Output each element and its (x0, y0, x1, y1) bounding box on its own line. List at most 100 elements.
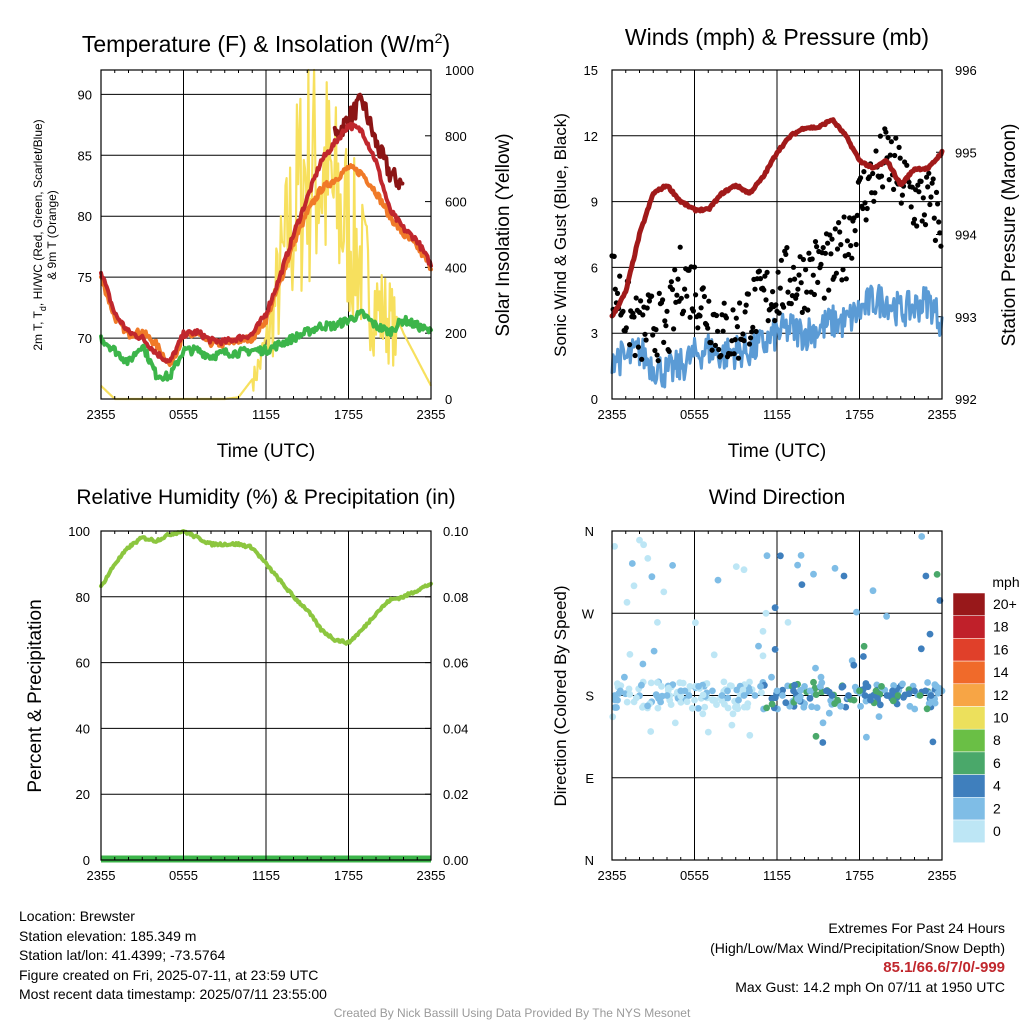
gust-point (906, 179, 912, 185)
y2-tick-label: 600 (445, 195, 467, 210)
x-tick-label: 2355 (598, 868, 627, 883)
direction-point (883, 692, 891, 699)
y-tick-label: 0 (83, 853, 90, 868)
direction-point (757, 683, 764, 690)
gust-point (765, 318, 771, 324)
credit-line: Created By Nick Bassill Using Data Provi… (333, 1006, 691, 1020)
direction-point (694, 705, 702, 712)
direction-point (691, 696, 698, 704)
gust-point (897, 155, 903, 161)
gust-point (804, 289, 810, 295)
gust-point (814, 244, 820, 250)
y-axis-label-group: Percent & Precipitation (25, 599, 46, 792)
info-elevation: Station elevation: 185.349 m (19, 927, 197, 944)
colorbar-swatch (952, 683, 986, 707)
colorbar-swatch (952, 751, 986, 775)
gust-point (649, 293, 655, 299)
direction-point (755, 642, 762, 650)
direction-point (728, 721, 736, 729)
direction-point (611, 543, 618, 550)
gust-point (788, 301, 794, 307)
gust-point (770, 289, 776, 295)
panel-1: 70 75 80 85 90 0 200 400 600 800 1000 2355 0555 1155 1… (31, 30, 514, 462)
gust-point (750, 324, 756, 330)
direction-point (861, 692, 869, 699)
gust-point (723, 315, 730, 321)
gust-point (611, 253, 617, 259)
gust-point (885, 135, 891, 141)
title-superscript: 2 (435, 30, 443, 46)
colorbar-label: 4 (993, 778, 1001, 794)
direction-point (860, 642, 868, 650)
colorbar-label: 10 (993, 710, 1009, 726)
gust-point (733, 315, 739, 321)
x-tick-label: 0555 (680, 868, 709, 883)
y-axis-label-line2: & 9m T (Orange) (45, 190, 59, 280)
y-axis-label: Direction (Colored By Speed) (551, 585, 570, 806)
gust-point (798, 280, 804, 286)
extremes-subheading: (High/Low/Max Wind/Precipitation/Snow De… (710, 939, 1005, 956)
series-temp-2m (99, 121, 433, 364)
info-latlon: Station lat/lon: 41.4399; -73.5764 (19, 947, 226, 963)
direction-point (790, 687, 797, 695)
direction-point (704, 728, 712, 736)
direction-point (640, 541, 647, 549)
gust-point (687, 314, 693, 320)
gust-point (849, 255, 855, 261)
gust-point (695, 325, 701, 331)
gust-point (701, 293, 708, 300)
y-tick-label: 60 (76, 656, 90, 671)
gust-point (654, 352, 660, 358)
direction-point (850, 696, 858, 704)
colorbar-swatch (952, 660, 986, 685)
direction-point (810, 570, 817, 578)
x-tick-label: 1755 (845, 868, 874, 883)
y-tick-label: N (585, 524, 594, 539)
y-axis-label-group: Sonic Wind & Gust (Blue, Black) (551, 113, 570, 357)
direction-point (681, 687, 689, 695)
direction-point (710, 651, 718, 659)
gust-point (721, 300, 727, 306)
direction-point (911, 687, 918, 695)
direction-point (889, 697, 897, 705)
x-tick-label: 1155 (252, 868, 280, 883)
gust-point (877, 133, 884, 139)
x-tick-label: 1755 (334, 407, 363, 422)
gust-point (678, 295, 684, 301)
direction-point (840, 572, 848, 580)
direction-point (916, 692, 924, 699)
direction-point (621, 673, 628, 681)
direction-point (665, 684, 672, 692)
gust-point (675, 276, 681, 282)
gust-point (735, 355, 742, 361)
info-latest: Most recent data timestamp: 2025/07/11 2… (19, 986, 327, 1002)
gust-point (833, 270, 840, 276)
direction-point (883, 612, 890, 620)
direction-point (782, 699, 790, 707)
colorbar-label: 20+ (993, 596, 1017, 612)
direction-point (762, 609, 770, 617)
gust-point (781, 304, 787, 310)
gust-point (922, 222, 929, 228)
gust-point (911, 216, 918, 222)
gust-point (700, 285, 706, 291)
gust-point (715, 328, 721, 334)
y2-tick-label: 0.04 (443, 721, 468, 736)
extremes-values: 85.1/66.6/7/0/-999 (883, 959, 1005, 976)
direction-point (925, 700, 933, 707)
gust-point (784, 245, 790, 251)
gust-point (671, 326, 677, 332)
gust-point (920, 195, 926, 201)
series-temp-9m (99, 163, 433, 367)
series-heat-index (332, 92, 405, 191)
y-axis-label-line1: 2m T, Td, HI/WC (Red, Green, Scarlet/Blu… (31, 119, 48, 350)
gust-point (870, 170, 876, 177)
direction-point (834, 696, 841, 704)
gust-point (821, 295, 827, 301)
direction-point (677, 692, 685, 700)
gust-point (919, 218, 925, 224)
gust-point (790, 264, 797, 270)
x-tick-label: 1155 (252, 407, 280, 422)
gust-point (928, 194, 934, 200)
gust-point (873, 148, 879, 154)
